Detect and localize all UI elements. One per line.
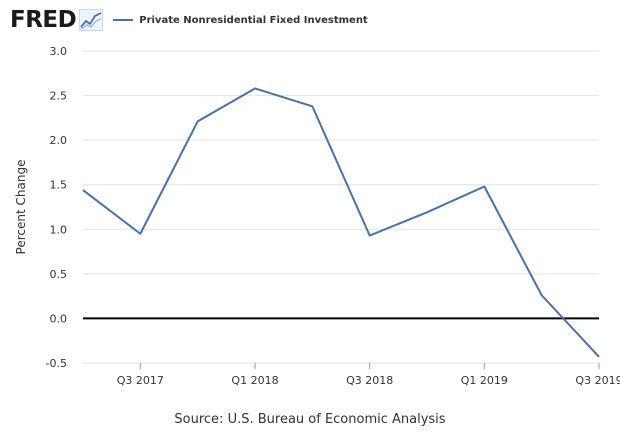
y-tick-label: 1.0 (50, 223, 68, 236)
y-tick-label: -0.5 (46, 357, 67, 370)
series-line (82, 87, 600, 358)
x-tick-label: Q1 2018 (231, 374, 278, 387)
y-tick-label: 3.0 (50, 45, 68, 58)
x-tick-label: Q3 2019 (575, 374, 620, 387)
y-tick-label: 0.5 (50, 268, 68, 281)
x-axis-ticks: Q3 2017 Q1 2018 Q3 2018 Q1 2019 Q3 2019 (117, 363, 620, 387)
fred-chart-line-icon (79, 9, 104, 31)
chart-header: FRED Private Nonresidential Fixed Invest… (10, 6, 368, 34)
y-tick-label: 0.0 (50, 312, 68, 325)
y-axis-ticks: -0.5 0.0 0.5 1.0 1.5 2.0 2.5 3.0 (46, 45, 67, 370)
chart-grid (83, 50, 599, 364)
series-group (82, 87, 600, 358)
legend-swatch (113, 19, 134, 21)
x-tick-label: Q3 2017 (117, 374, 164, 387)
legend-label: Private Nonresidential Fixed Investment (139, 14, 368, 26)
fred-logo[interactable]: FRED (10, 7, 77, 33)
y-tick-label: 2.5 (50, 90, 68, 103)
y-tick-label: 2.0 (50, 134, 68, 147)
x-tick-label: Q1 2019 (461, 374, 508, 387)
chart-legend: Private Nonresidential Fixed Investment (113, 14, 368, 26)
y-axis-label: Percent Change (14, 160, 28, 255)
y-tick-label: 1.5 (50, 179, 68, 192)
source-note: Source: U.S. Bureau of Economic Analysis (174, 412, 446, 427)
x-tick-label: Q3 2018 (346, 374, 393, 387)
